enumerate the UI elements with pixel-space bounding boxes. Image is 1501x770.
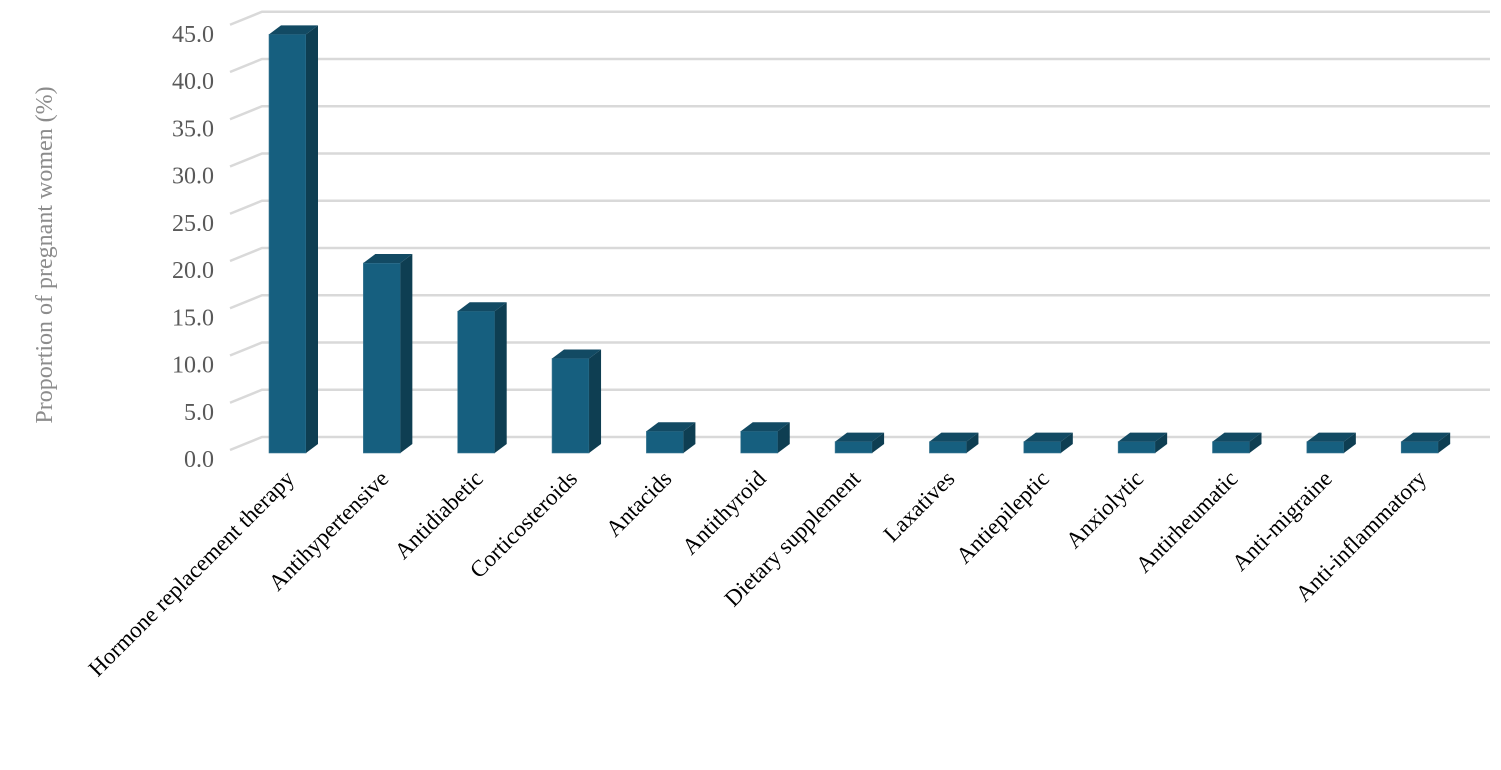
y-tick-label: 45.0	[172, 22, 214, 48]
bar-side	[872, 432, 885, 453]
gridline	[229, 10, 1490, 26]
bar	[1306, 432, 1356, 454]
x-axis-labels: Hormone replacement therapyAntihypertens…	[84, 465, 1432, 681]
bar-side	[1060, 432, 1073, 453]
bar-side	[1155, 432, 1168, 453]
bar-front	[929, 441, 967, 454]
bar-side	[494, 302, 507, 453]
bar-side	[1343, 432, 1356, 453]
x-tick-label: Antirheumatic	[1131, 466, 1243, 578]
y-tick-label: 0.0	[184, 447, 214, 473]
bar	[1212, 432, 1262, 454]
bar-top	[1118, 432, 1168, 442]
gridline	[229, 152, 1490, 168]
bar	[268, 25, 318, 454]
x-tick-label: Laxatives	[879, 466, 960, 547]
bar-top	[1401, 432, 1451, 442]
bar-side	[683, 422, 696, 453]
x-tick-label: Antacids	[601, 466, 677, 542]
bars	[268, 25, 1451, 454]
y-tick-label: 30.0	[172, 164, 214, 190]
bar-front	[646, 430, 684, 454]
bar	[1117, 432, 1168, 454]
x-tick-label: Antithyroid	[677, 466, 771, 560]
bar-front	[740, 430, 779, 454]
bar-top	[835, 432, 885, 442]
bar-side	[777, 422, 790, 453]
bar-front	[1306, 441, 1345, 454]
gridline	[229, 435, 1490, 452]
gridline	[229, 246, 1490, 263]
gridline	[229, 105, 1490, 121]
gridline	[229, 57, 1490, 74]
bar-top	[646, 422, 696, 432]
bar	[1023, 432, 1073, 454]
bar-top	[740, 422, 790, 432]
bar-front	[834, 441, 873, 454]
bar	[740, 422, 790, 454]
bar-side	[1249, 432, 1262, 453]
bar	[646, 422, 696, 454]
gridline	[229, 199, 1490, 215]
bar-top	[552, 349, 602, 359]
bar-front	[1117, 441, 1156, 454]
bar	[457, 302, 507, 454]
gridlines	[229, 10, 1490, 452]
gridline	[229, 388, 1490, 404]
bar-side	[400, 254, 413, 453]
bar-top	[363, 254, 413, 264]
bar	[834, 432, 885, 454]
bar-side	[589, 349, 602, 453]
y-axis-title: Proportion of pregnant women (%)	[32, 86, 58, 423]
y-tick-label: 40.0	[172, 69, 214, 95]
x-tick-label: Antidiabetic	[390, 466, 488, 564]
y-axis-ticks: 0.0 5.0 10.0 15.0 20.0 25.0 30.0 35.0 40.0 45.0	[172, 22, 214, 473]
y-tick-label: 15.0	[172, 305, 214, 331]
bar-side	[306, 25, 318, 454]
bar-front	[1023, 441, 1062, 454]
bar-top	[457, 302, 507, 312]
bar	[363, 254, 413, 454]
bar	[1400, 432, 1451, 454]
gridline	[229, 341, 1490, 357]
bar-front	[1400, 441, 1439, 454]
bar-front	[363, 262, 401, 454]
bar-front	[551, 358, 590, 454]
bar-top	[1212, 432, 1262, 442]
y-tick-label: 20.0	[172, 258, 214, 284]
gridline	[229, 294, 1490, 310]
bar-top	[1306, 432, 1356, 442]
bar-front	[1212, 441, 1250, 454]
bar	[929, 432, 979, 454]
bar-front	[268, 34, 307, 454]
bar-front	[457, 310, 496, 454]
bar-side	[1438, 432, 1451, 453]
bar-side	[966, 432, 979, 453]
x-tick-label: Antiepileptic	[951, 466, 1054, 569]
bar-top	[1023, 432, 1073, 442]
bar-top	[269, 25, 318, 35]
x-tick-label: Anxiolytic	[1061, 466, 1148, 553]
y-tick-label: 10.0	[172, 353, 214, 379]
y-tick-label: 5.0	[184, 400, 214, 426]
bar	[551, 349, 602, 454]
bar-top	[929, 432, 979, 442]
y-tick-label: 35.0	[172, 116, 214, 142]
y-tick-label: 25.0	[172, 211, 214, 237]
